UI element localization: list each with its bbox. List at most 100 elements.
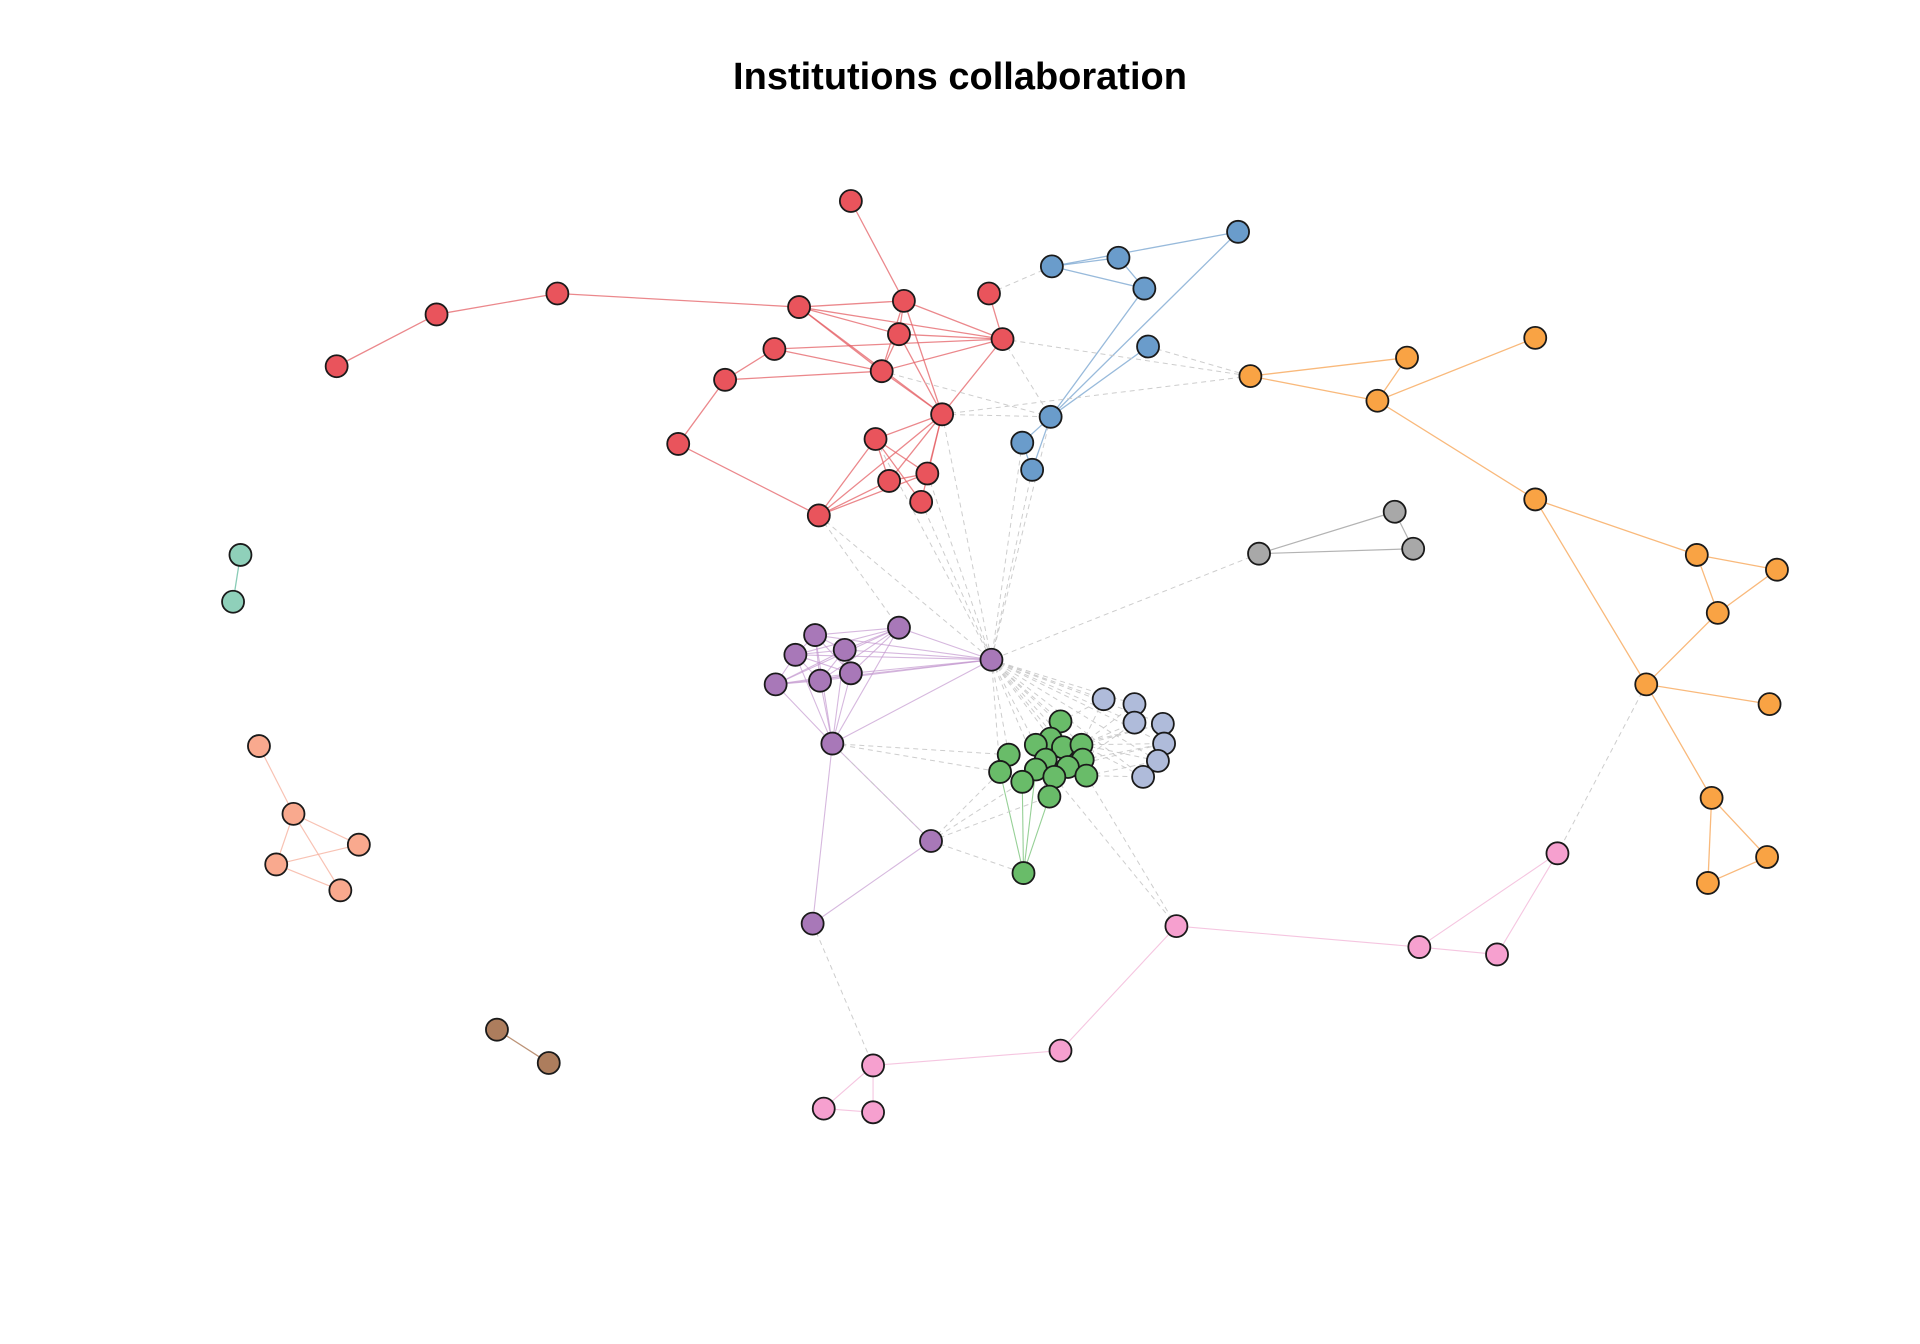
node-lavender-l4	[1150, 711, 1175, 736]
edge-p11-k6	[812, 923, 874, 1066]
node-purple-p2	[803, 623, 828, 647]
edge-o6-o7	[1696, 554, 1778, 571]
node-purple-p6	[838, 661, 863, 686]
edge-p1-p7	[819, 627, 900, 682]
node-orange-o5	[1523, 487, 1548, 512]
node-orange-o11	[1699, 785, 1724, 810]
edge-k1-k3	[1419, 852, 1558, 948]
node-red-r19	[324, 354, 349, 379]
edge-gr9-l5	[1067, 743, 1165, 768]
edge-gr5-l5	[1081, 743, 1165, 746]
node-red-r10	[930, 402, 955, 427]
edge-p5-l3	[991, 659, 1135, 724]
node-teal-t2	[221, 589, 245, 614]
edge-p5-gr13	[991, 659, 1087, 776]
node-gray-g2	[1401, 536, 1426, 561]
edge-b5-b6	[1050, 345, 1149, 418]
edge-p1-p5	[898, 627, 992, 661]
edge-gr8-l5	[1082, 743, 1165, 761]
node-salmon-s4	[264, 852, 289, 877]
edge-k2-k5	[1060, 925, 1177, 1052]
node-blue-b1	[1226, 219, 1250, 244]
node-orange-o12	[1755, 845, 1779, 869]
node-blue-b4	[1132, 276, 1157, 301]
edge-gr12-k2	[1053, 776, 1177, 927]
edge-s2-s3	[293, 813, 360, 846]
edge-p9-p4	[794, 654, 833, 744]
network-nodes	[221, 189, 1789, 1125]
edge-r6-r7	[774, 338, 1003, 350]
edge-p9-p6	[831, 673, 852, 744]
edge-r10-o3	[942, 375, 1251, 415]
edge-k1-k4	[1496, 853, 1558, 955]
node-green-gr16	[1011, 861, 1036, 885]
edge-r4-r5	[798, 306, 900, 335]
edge-r11-p5	[875, 438, 992, 660]
edge-p10-gr10	[930, 771, 1001, 842]
node-lavender-l1	[1091, 687, 1116, 712]
edge-r1-r2	[850, 200, 905, 302]
edge-gr13-k2	[1085, 775, 1177, 927]
edge-o4-o1	[1377, 337, 1536, 402]
node-green-gr15	[1037, 784, 1062, 809]
node-red-r14	[877, 469, 901, 493]
edge-p5-p8	[775, 659, 992, 685]
chart-title: Institutions collaboration	[733, 56, 1187, 98]
node-brown-w1	[485, 1017, 509, 1042]
node-red-r15	[909, 489, 934, 514]
node-pink-k7	[811, 1096, 836, 1121]
node-green-gr13	[1074, 763, 1099, 788]
node-red-r11	[863, 427, 888, 451]
node-purple-p11	[800, 911, 825, 936]
node-pink-k1	[1545, 841, 1570, 866]
edge-p5-gr15	[990, 659, 1050, 797]
node-blue-b5	[1136, 334, 1160, 359]
node-orange-o2	[1395, 345, 1419, 370]
edge-gr4-l4	[1062, 723, 1163, 748]
node-purple-p4	[783, 642, 808, 667]
edge-b5-o3	[1147, 346, 1251, 377]
edge-r16-p5	[818, 515, 992, 661]
edge-b8-p5	[990, 469, 1033, 660]
edge-r2-r10	[903, 300, 943, 415]
edge-r10-r16	[818, 413, 943, 516]
edge-b3-b1	[1051, 231, 1239, 267]
node-orange-o8	[1705, 600, 1730, 625]
network-edges	[232, 200, 1778, 1113]
node-pink-k2	[1164, 914, 1189, 938]
edge-p9-p10	[831, 743, 932, 842]
edge-b6-p5	[990, 416, 1052, 660]
node-red-r13	[915, 461, 940, 486]
node-orange-o7	[1765, 557, 1789, 582]
node-lavender-l3	[1122, 710, 1147, 735]
edge-p9-p3	[831, 649, 846, 744]
node-pink-k5	[1048, 1038, 1073, 1063]
edge-r13-r16	[818, 472, 928, 517]
edge-p5-p4	[795, 654, 992, 661]
edge-p5-l5	[991, 659, 1165, 745]
node-purple-p1	[887, 615, 911, 640]
node-red-r9	[713, 367, 737, 392]
node-red-r3	[977, 281, 1001, 306]
edge-o9-o11	[1645, 684, 1713, 799]
edge-k5-k6	[873, 1050, 1061, 1066]
node-lavender-l7	[1131, 764, 1156, 789]
node-orange-o1	[1523, 325, 1548, 350]
edge-gr16-gr14	[1021, 781, 1025, 874]
edge-r9-r8	[725, 370, 882, 381]
edge-r9-r12	[677, 379, 726, 445]
edge-gr13-l6	[1086, 760, 1159, 777]
edge-r10-b6	[942, 413, 1051, 418]
edge-r6-b6	[1002, 338, 1052, 418]
edge-p5-gr1	[991, 659, 1061, 722]
edge-o5-o9	[1534, 499, 1647, 685]
edge-p10-gr16	[930, 840, 1024, 874]
edge-s1-s2	[258, 745, 295, 815]
node-purple-p7	[808, 668, 832, 693]
edge-p1-p2	[815, 627, 900, 636]
edge-r7-r8	[774, 348, 882, 372]
edge-r5-r10	[898, 333, 943, 415]
edge-p5-p9	[832, 659, 992, 745]
edge-o9-k1	[1557, 684, 1647, 854]
